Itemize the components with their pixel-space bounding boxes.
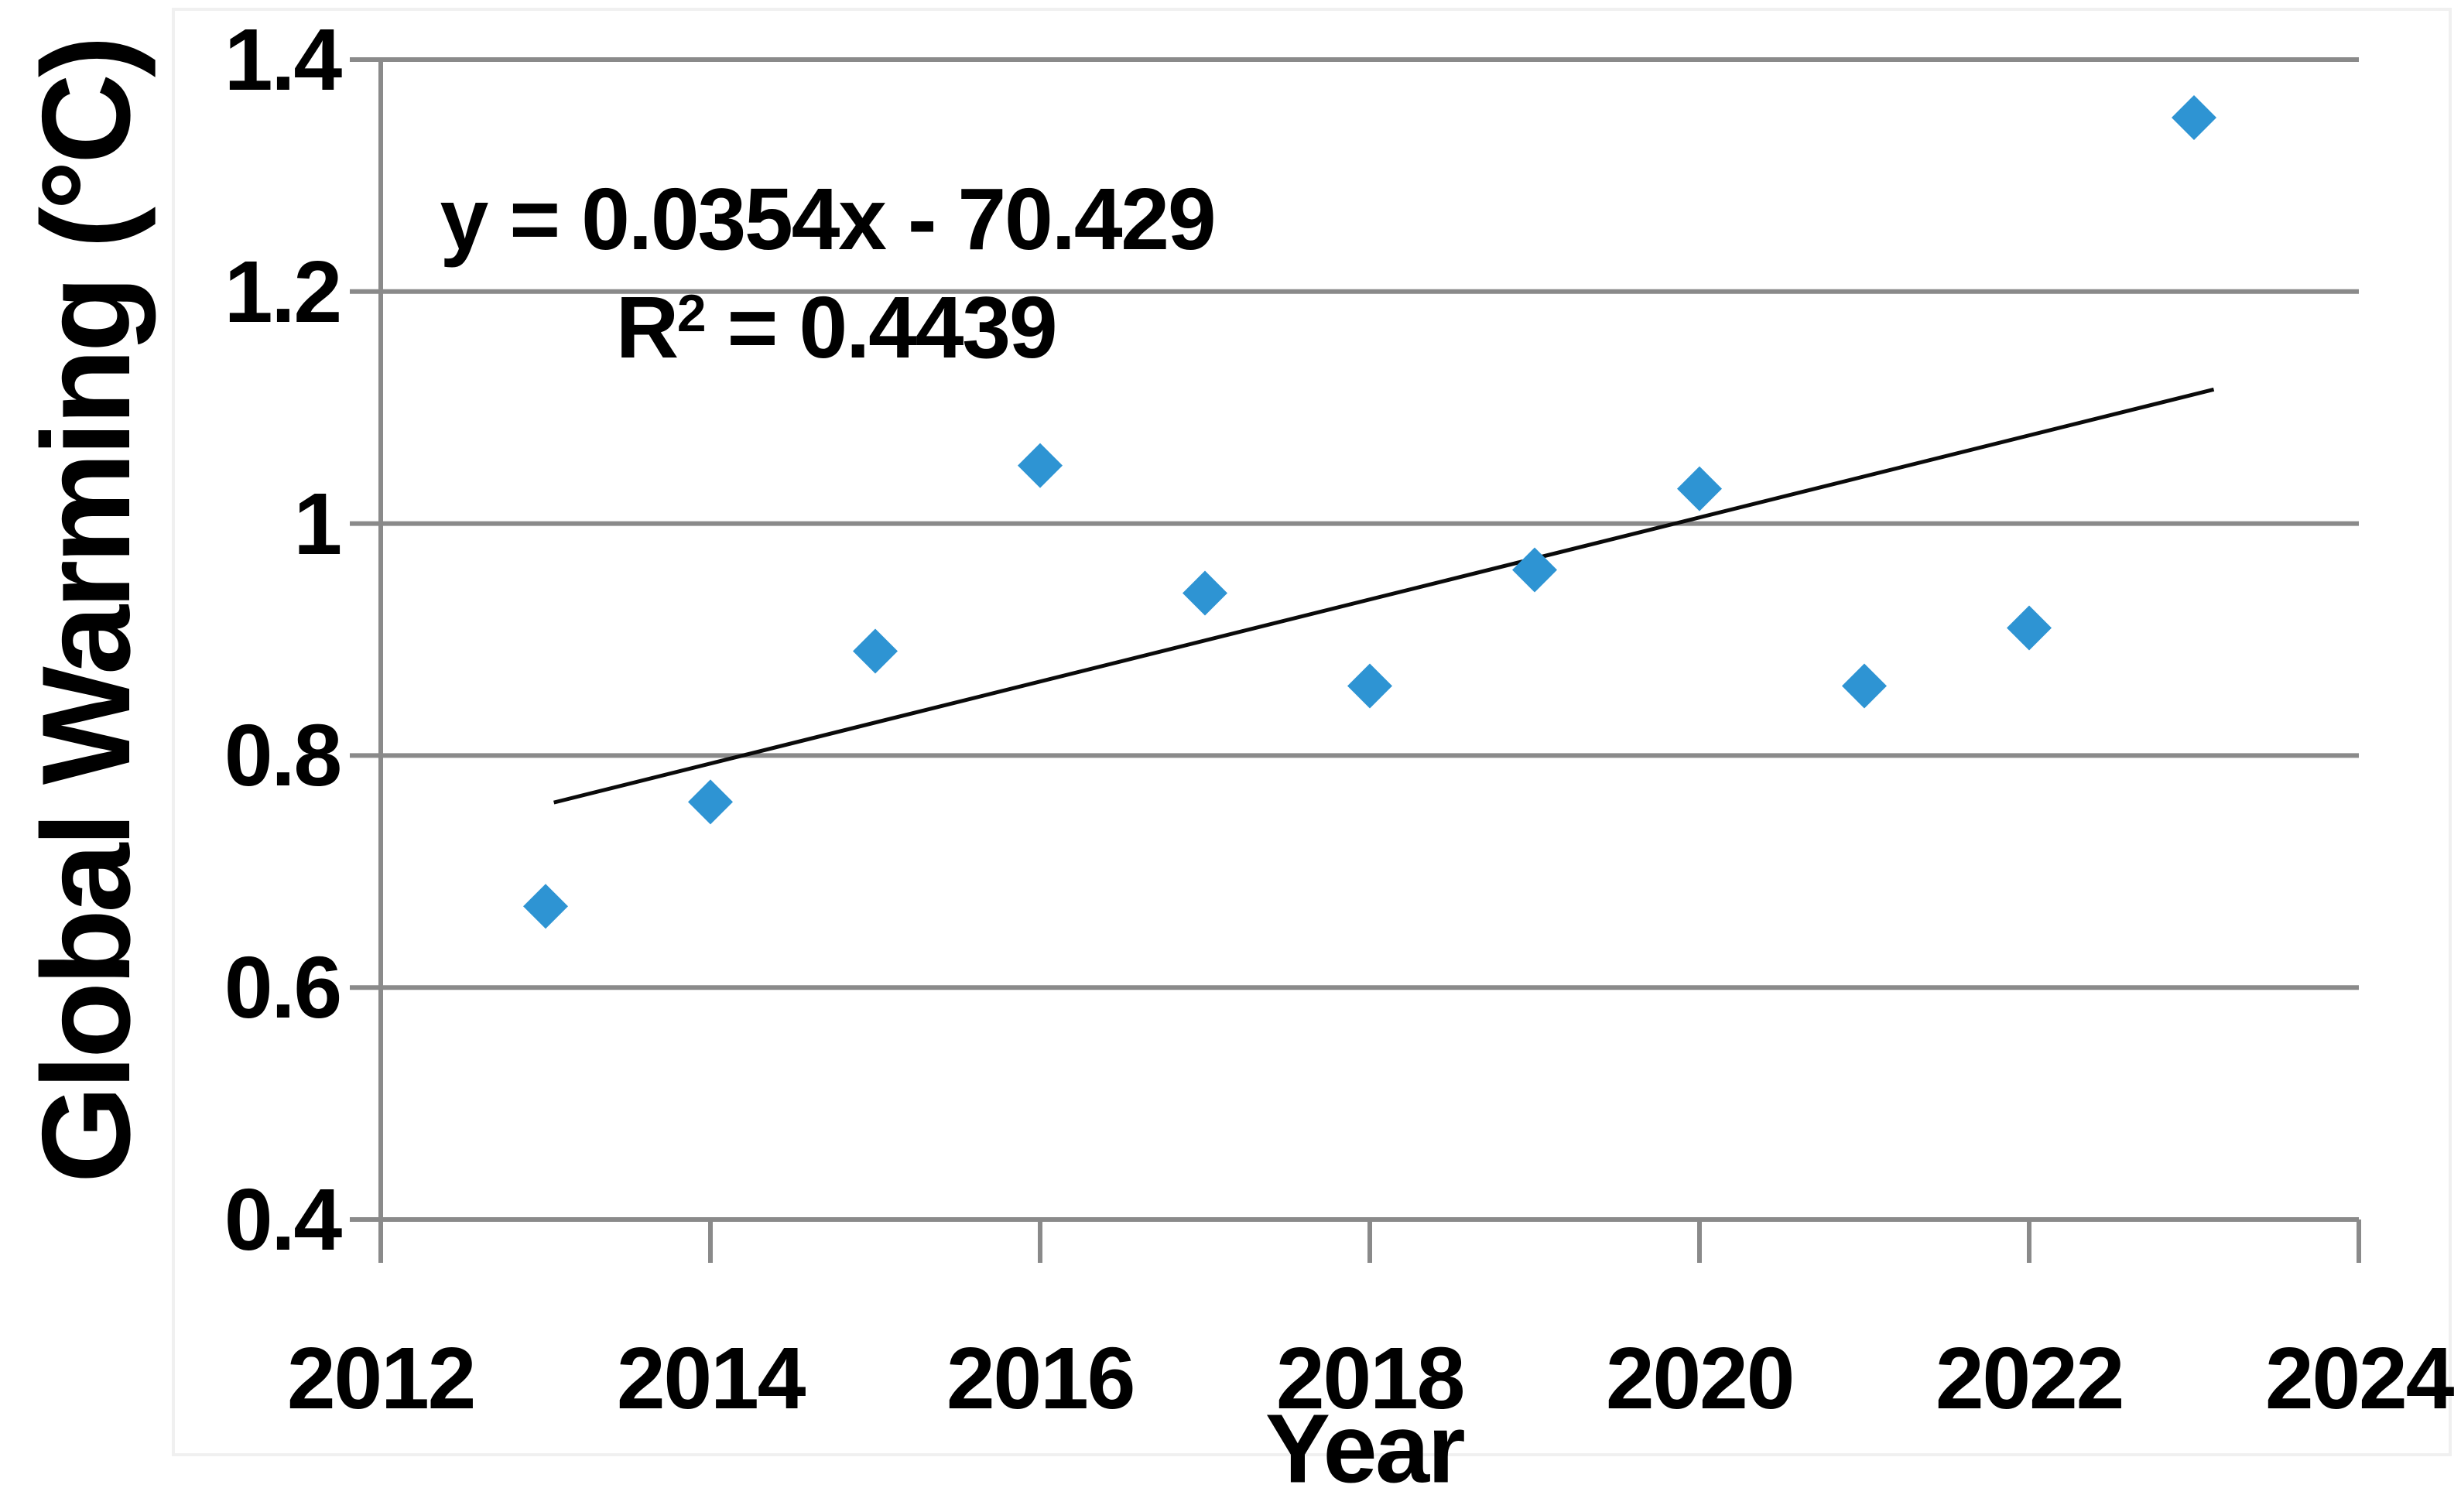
r-squared-superscript: 2 [676,285,707,344]
data-point-2014 [688,779,733,825]
data-point-2021 [1842,663,1887,709]
data-point-2015 [853,628,898,674]
trendline-r-squared-label: R2 = 0.4439 [615,277,1058,378]
data-point-2023 [2172,94,2216,140]
y-tick-label-0.4: 0.4 [224,1171,343,1268]
y-tick-label-0.8: 0.8 [224,706,343,805]
data-point-2018 [1347,663,1392,709]
x-tick-label-2018: 2018 [1275,1329,1466,1427]
r-squared-value: = 0.4439 [704,279,1058,376]
x-tick-label-2012: 2012 [286,1329,477,1427]
x-tick-label-2016: 2016 [946,1329,1136,1427]
data-point-2020 [1677,466,1722,511]
x-tick-label-2024: 2024 [2264,1329,2455,1427]
data-point-2019 [1512,547,1557,593]
trendline-equation-label: y = 0.0354x - 70.429 [440,170,1217,268]
x-tick-label-2022: 2022 [1935,1329,2125,1427]
data-point-2017 [1183,570,1227,616]
data-point-2022 [2007,605,2052,651]
data-point-2013 [523,884,568,929]
trendline [553,387,2215,805]
y-axis-title: Global Warming (°C) [16,39,156,1184]
y-tick-label-1.4: 1.4 [224,11,343,108]
x-axis-title: Year [1265,1394,1466,1503]
r-squared-base: R [615,279,679,376]
data-point-2016 [1018,443,1063,488]
y-tick-label-1: 1 [293,474,342,573]
x-tick-label-2020: 2020 [1605,1329,1795,1427]
y-tick-label-0.6: 0.6 [224,939,343,1037]
chart-area-border [172,8,2452,1456]
y-tick-label-1.2: 1.2 [224,242,343,340]
x-tick-label-2014: 2014 [616,1329,806,1427]
